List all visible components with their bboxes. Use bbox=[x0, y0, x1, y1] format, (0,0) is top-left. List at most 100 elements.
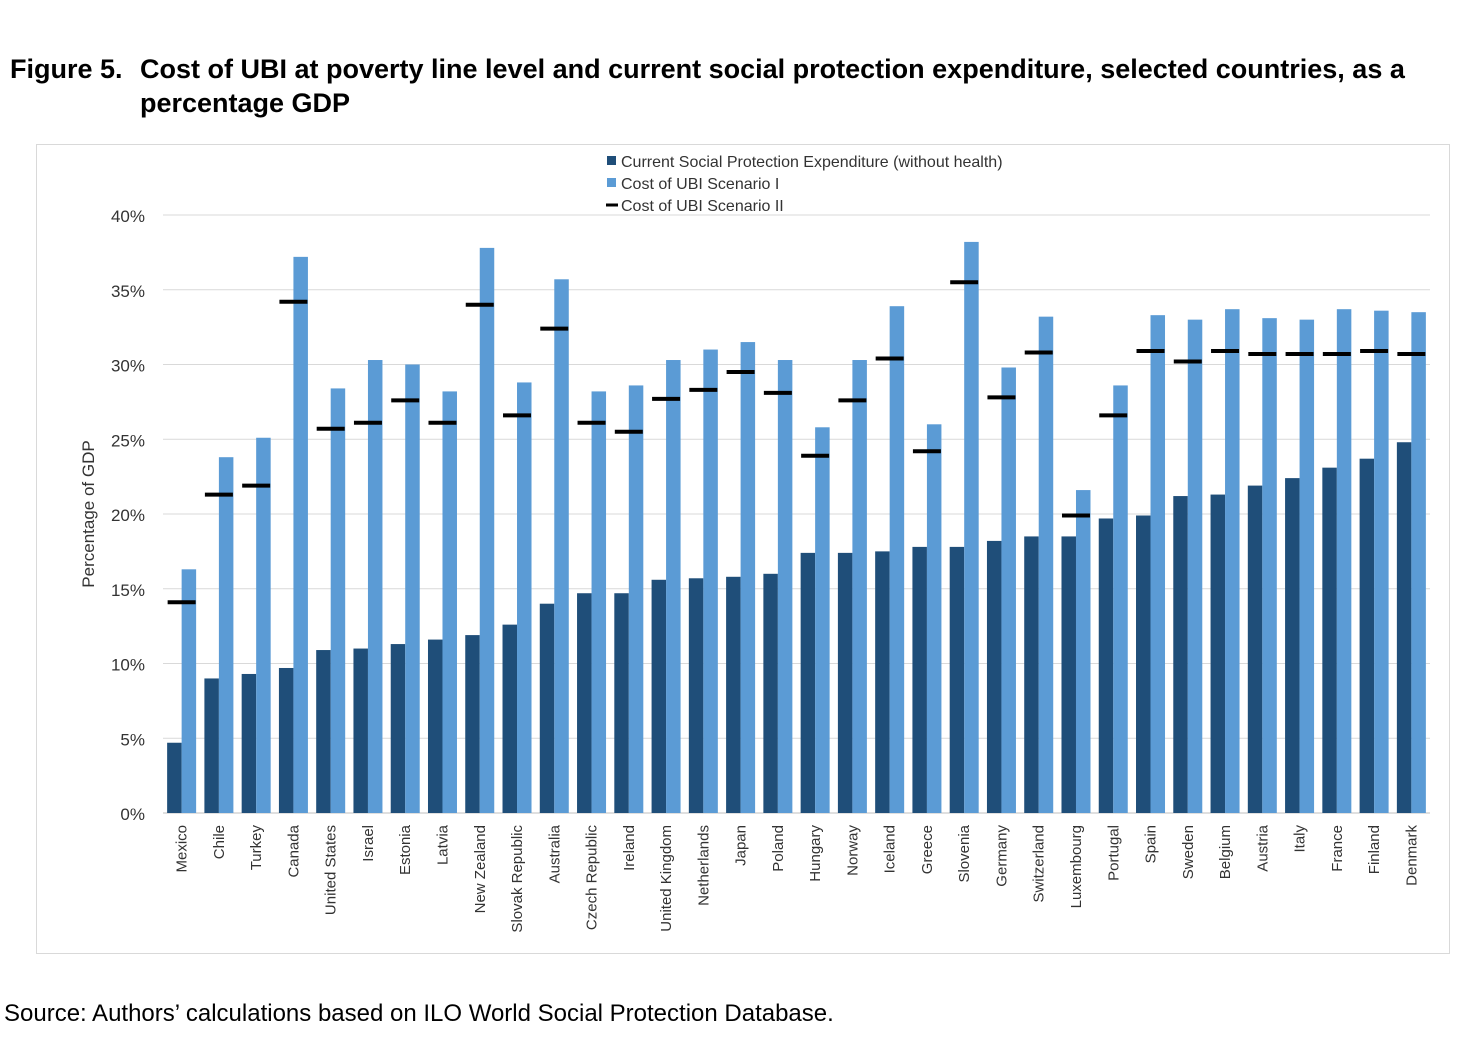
bar-current-28 bbox=[1210, 494, 1226, 813]
bar-current-4 bbox=[316, 650, 331, 813]
x-tick-label: Norway bbox=[844, 825, 861, 876]
bar-current-30 bbox=[1285, 478, 1300, 813]
bar-current-11 bbox=[577, 593, 592, 813]
bar-current-25 bbox=[1098, 518, 1114, 813]
bar-scenario1-9 bbox=[517, 382, 532, 813]
bar-current-24 bbox=[1061, 536, 1076, 813]
x-tick-label: Portugal bbox=[1105, 825, 1122, 881]
legend-label: Cost of UBI Scenario II bbox=[621, 198, 784, 215]
x-tick-label: Luxembourg bbox=[1068, 825, 1085, 908]
bar-scenario1-29 bbox=[1262, 318, 1277, 813]
bar-scenario1-5 bbox=[367, 360, 383, 813]
bar-scenario1-27 bbox=[1187, 319, 1203, 813]
x-tick-label: Belgium bbox=[1217, 825, 1234, 879]
x-tick-label: Japan bbox=[733, 825, 750, 866]
y-axis-label: Percentage of GDP bbox=[79, 440, 98, 587]
bar-scenario1-22 bbox=[1001, 367, 1016, 813]
bar-current-26 bbox=[1136, 515, 1151, 813]
bar-scenario1-20 bbox=[926, 424, 942, 813]
bar-current-29 bbox=[1247, 485, 1263, 813]
legend-label: Cost of UBI Scenario I bbox=[621, 176, 779, 193]
bar-scenario1-17 bbox=[815, 427, 830, 813]
bar-current-20 bbox=[912, 546, 927, 813]
x-tick-label: Israel bbox=[360, 825, 377, 862]
x-tick-label: Canada bbox=[285, 824, 302, 877]
bar-current-32 bbox=[1359, 458, 1375, 813]
bar-scenario1-33 bbox=[1411, 312, 1426, 813]
bar-current-7 bbox=[427, 639, 443, 813]
bar-current-33 bbox=[1396, 442, 1412, 813]
x-tick-label: France bbox=[1329, 825, 1346, 872]
bar-scenario1-10 bbox=[554, 279, 569, 813]
x-tick-label: Hungary bbox=[807, 825, 824, 882]
bar-current-18 bbox=[837, 552, 853, 813]
bar-current-16 bbox=[763, 573, 778, 813]
figure-title-text: Cost of UBI at poverty line level and cu… bbox=[140, 54, 1405, 118]
bar-scenario1-1 bbox=[218, 457, 234, 813]
x-tick-label: United Kingdom bbox=[658, 825, 675, 932]
x-tick-label: Denmark bbox=[1403, 825, 1420, 886]
x-tick-label: United States bbox=[323, 825, 340, 915]
bar-current-1 bbox=[204, 678, 219, 813]
chart-frame: 0% 5% 10% 15% 20% 25% 30% 35% 40% Percentage of G… bbox=[36, 144, 1450, 954]
bar-scenario1-15 bbox=[740, 342, 756, 813]
x-tick-label: Slovak Republic bbox=[509, 825, 526, 933]
bar-current-21 bbox=[949, 546, 965, 813]
x-tick-label: Czech Republic bbox=[584, 825, 601, 931]
x-tick-label: Latvia bbox=[434, 824, 451, 865]
bar-scenario1-18 bbox=[852, 360, 867, 813]
x-tick-label: Sweden bbox=[1180, 825, 1197, 879]
bar-current-14 bbox=[688, 578, 704, 813]
bar-scenario1-16 bbox=[777, 360, 793, 813]
bar-scenario1-2 bbox=[256, 437, 271, 813]
bar-scenario1-30 bbox=[1299, 319, 1315, 813]
bar-current-12 bbox=[614, 593, 629, 813]
legend-swatch bbox=[607, 156, 616, 165]
bar-scenario1-12 bbox=[628, 385, 644, 813]
bar-scenario1-13 bbox=[666, 360, 681, 813]
x-tick-label: Estonia bbox=[397, 824, 414, 875]
bar-current-15 bbox=[726, 576, 741, 813]
y-tick-label: 35% bbox=[111, 282, 145, 301]
bar-current-6 bbox=[390, 644, 406, 813]
bar-current-22 bbox=[986, 540, 1002, 813]
legend-label: Current Social Protection Expenditure (w… bbox=[621, 154, 1003, 171]
bar-current-13 bbox=[651, 579, 667, 813]
bar-current-2 bbox=[241, 673, 257, 813]
bar-current-19 bbox=[875, 551, 890, 813]
bar-scenario1-25 bbox=[1113, 385, 1128, 813]
bar-current-10 bbox=[539, 603, 555, 813]
x-tick-label: Austria bbox=[1254, 824, 1271, 871]
x-tick-label: Netherlands bbox=[695, 825, 712, 906]
bar-scenario1-31 bbox=[1336, 309, 1352, 813]
x-tick-label: Germany bbox=[993, 825, 1010, 887]
bar-scenario1-32 bbox=[1374, 310, 1389, 813]
bar-scenario1-4 bbox=[330, 388, 346, 813]
bar-current-31 bbox=[1322, 467, 1337, 813]
bar-scenario1-24 bbox=[1075, 490, 1091, 813]
y-tick-label: 15% bbox=[111, 581, 145, 600]
bar-scenario1-21 bbox=[964, 241, 979, 813]
bar-scenario1-6 bbox=[405, 364, 420, 813]
bar-current-9 bbox=[502, 624, 518, 813]
x-tick-label: Turkey bbox=[248, 825, 265, 871]
bar-chart: 0% 5% 10% 15% 20% 25% 30% 35% 40% Percentage of G… bbox=[79, 154, 1430, 933]
y-tick-label: 5% bbox=[120, 730, 145, 749]
bar-scenario1-0 bbox=[181, 569, 197, 813]
bar-current-8 bbox=[465, 635, 480, 813]
bar-scenario1-19 bbox=[889, 306, 905, 813]
x-tick-label: Iceland bbox=[882, 825, 899, 873]
x-tick-label: Spain bbox=[1143, 825, 1160, 863]
x-tick-label: Australia bbox=[546, 824, 563, 883]
y-tick-label: 20% bbox=[111, 506, 145, 525]
bar-current-27 bbox=[1173, 496, 1188, 813]
figure-label: Figure 5. bbox=[10, 54, 123, 84]
x-tick-label: Slovenia bbox=[956, 824, 973, 882]
bar-scenario1-7 bbox=[442, 391, 457, 813]
bar-current-3 bbox=[278, 667, 294, 813]
x-tick-label: Mexico bbox=[174, 825, 191, 873]
x-tick-label: Italy bbox=[1292, 825, 1309, 853]
x-tick-label: Ireland bbox=[621, 825, 638, 871]
bar-scenario1-23 bbox=[1038, 316, 1054, 813]
bar-current-0 bbox=[167, 742, 182, 813]
